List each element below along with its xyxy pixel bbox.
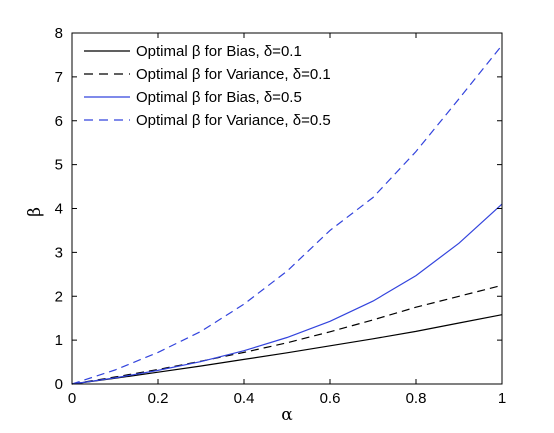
y-tick-label: 8 [55,25,63,42]
x-axis-label: α [281,405,293,425]
x-tick-label: 0.8 [406,390,427,407]
y-axis-label: β [25,207,45,217]
x-tick-label: 0 [68,390,76,407]
x-tick-label: 0.6 [320,390,341,407]
legend-label: Optimal β for Variance, δ=0.1 [136,66,331,83]
legend-item: Optimal β for Bias, δ=0.5 [84,89,302,106]
plot-area [72,33,502,384]
legend-label: Optimal β for Bias, δ=0.1 [136,43,302,60]
legend-item: Optimal β for Variance, δ=0.5 [84,112,331,129]
series-line-2 [71,284,503,385]
legend: Optimal β for Bias, δ=0.1 Optimal β for V… [84,43,331,129]
legend-label: Optimal β for Bias, δ=0.5 [136,89,302,106]
legend-label: Optimal β for Variance, δ=0.5 [136,112,331,129]
y-tick-label: 3 [55,244,63,261]
y-tick-label: 7 [55,69,63,86]
y-tick-label: 5 [55,157,63,174]
series-layer [71,44,503,385]
series-line-3 [71,203,503,385]
x-axis-ticks: 0 0.2 0.4 0.6 0.8 1 [68,33,506,407]
y-tick-label: 0 [55,376,63,393]
series-line-4 [71,44,503,385]
series-line-1 [71,314,503,385]
x-tick-label: 0.4 [234,390,255,407]
y-axis-ticks: 0 1 2 3 4 5 6 7 8 [55,25,502,393]
legend-item: Optimal β for Variance, δ=0.1 [84,66,331,83]
legend-item: Optimal β for Bias, δ=0.1 [84,43,302,60]
x-tick-label: 1 [498,390,506,407]
y-tick-label: 4 [55,201,63,218]
y-tick-label: 6 [55,113,63,130]
y-tick-label: 2 [55,288,63,305]
y-tick-label: 1 [55,332,63,349]
x-tick-label: 0.2 [148,390,169,407]
